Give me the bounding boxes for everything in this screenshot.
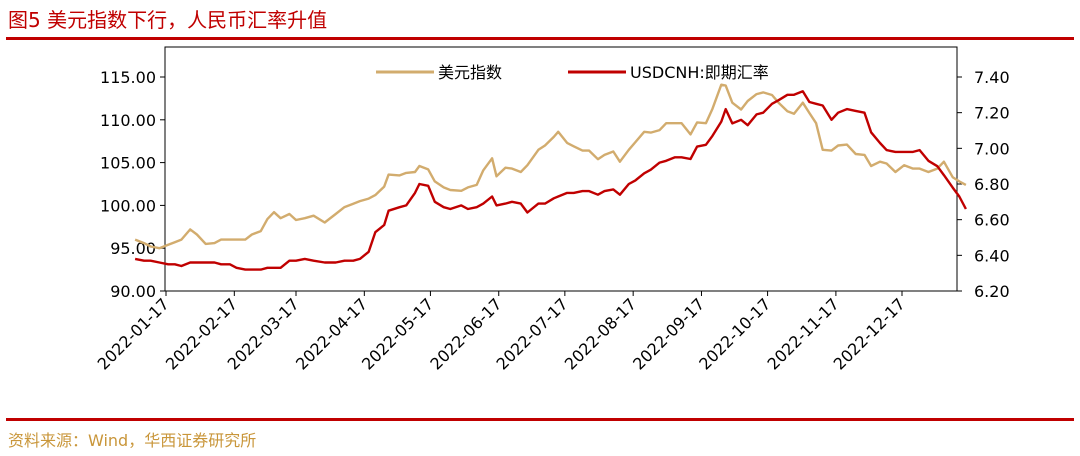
series-layer (134, 83, 967, 271)
x-axis-label: 2022-12-17 (830, 294, 909, 373)
right-axis-label: 6.80 (974, 175, 1010, 194)
bottom-rule (6, 418, 1074, 421)
x-axis-label: 2022-08-17 (561, 294, 640, 373)
series-line-dollar-index (134, 83, 967, 250)
source-note: 资料来源：Wind，华西证券研究所 (8, 431, 257, 450)
left-axis-label: 90.00 (110, 282, 156, 301)
right-axis-label: 7.20 (974, 104, 1010, 123)
series-line-usdcnh (134, 90, 967, 271)
plot-frame (164, 46, 958, 292)
legend-label-usdcnh: USDCNH:即期汇率 (630, 63, 769, 82)
left-axis-label: 115.00 (100, 68, 156, 87)
left-axis-label: 110.00 (100, 111, 156, 130)
top-rule (6, 37, 1074, 40)
left-axis-label: 100.00 (100, 196, 156, 215)
figure-title: 图5 美元指数下行，人民币汇率升值 (8, 8, 328, 32)
left-axis-label: 105.00 (100, 154, 156, 173)
right-axis-label: 6.20 (974, 282, 1010, 301)
x-axis-label: 2022-01-17 (94, 294, 173, 373)
x-axis-label: 2022-10-17 (695, 294, 774, 373)
legend: 美元指数 USDCNH:即期汇率 (376, 63, 769, 82)
x-axis-label: 2022-07-17 (492, 294, 571, 373)
axes: 115.00 110.00 105.00 100.00 95.00 90.00 7.40 7.… (94, 46, 1010, 374)
right-axis-label: 6.40 (974, 246, 1010, 265)
right-axis-label: 7.00 (974, 139, 1010, 158)
right-axis-label: 7.40 (974, 68, 1010, 87)
legend-label-dollar-index: 美元指数 (438, 63, 502, 82)
x-axis-label: 2022-05-17 (358, 294, 437, 373)
right-axis-label: 6.60 (974, 211, 1010, 230)
left-axis-label: 95.00 (110, 239, 156, 258)
